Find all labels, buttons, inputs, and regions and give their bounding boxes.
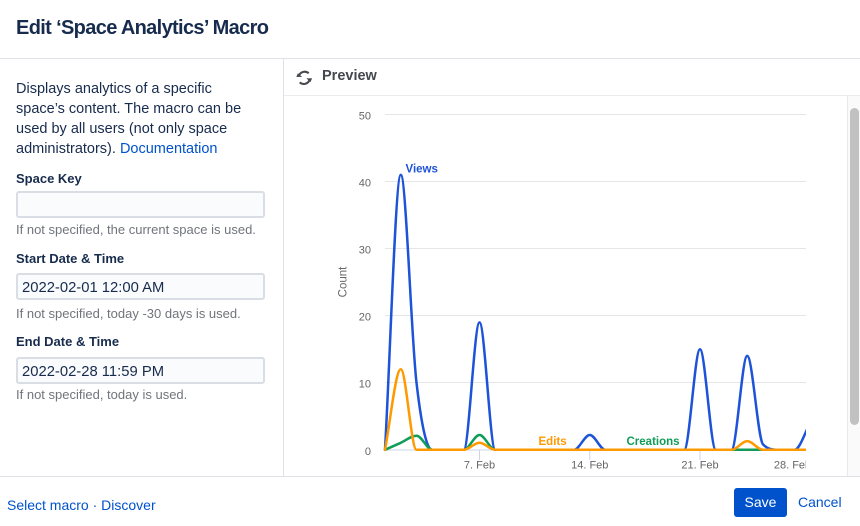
svg-text:Creations: Creations [627, 436, 680, 448]
svg-text:40: 40 [359, 178, 371, 190]
svg-text:10: 10 [359, 379, 371, 391]
svg-text:21. Feb: 21. Feb [681, 460, 718, 472]
svg-text:Views: Views [406, 164, 438, 176]
svg-text:20: 20 [359, 312, 371, 324]
svg-text:50: 50 [359, 111, 371, 123]
svg-text:0: 0 [365, 446, 371, 458]
svg-text:14. Feb: 14. Feb [571, 460, 608, 472]
svg-text:28. Feb: 28. Feb [774, 460, 806, 472]
svg-text:Count: Count [338, 266, 350, 297]
svg-text:Edits: Edits [539, 436, 567, 448]
svg-text:7. Feb: 7. Feb [464, 460, 495, 472]
svg-text:30: 30 [359, 245, 371, 257]
